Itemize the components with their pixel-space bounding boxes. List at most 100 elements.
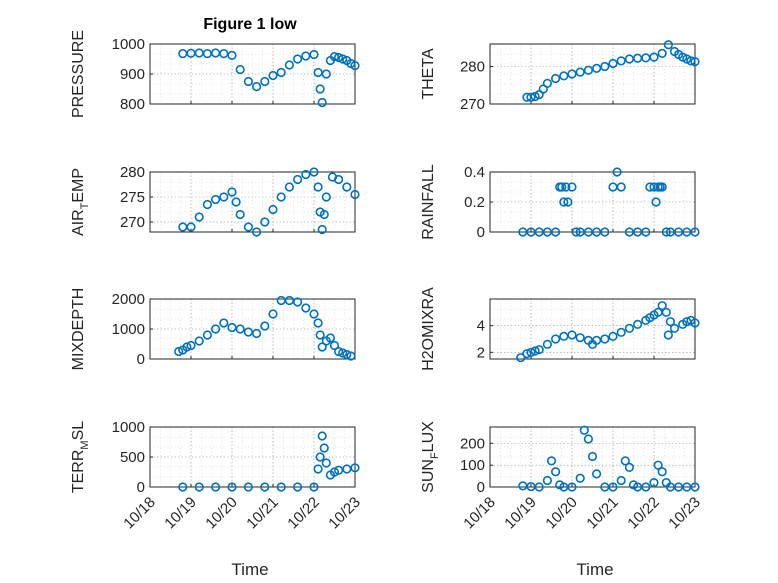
data-point bbox=[661, 227, 671, 237]
data-point bbox=[661, 307, 671, 317]
data-point bbox=[612, 167, 622, 177]
data-point bbox=[561, 182, 571, 192]
axes-box bbox=[149, 43, 356, 105]
data-point bbox=[321, 192, 331, 202]
data-point bbox=[530, 346, 540, 356]
data-point bbox=[315, 452, 325, 462]
x-tick-label: 10/22 bbox=[624, 494, 663, 533]
data-point bbox=[194, 482, 204, 492]
data-point bbox=[235, 64, 245, 75]
y-tick-label: 0 bbox=[477, 479, 485, 496]
x-tick-label: 10/23 bbox=[325, 494, 364, 533]
data-point bbox=[293, 174, 303, 185]
y-axis-label: SUNFLUX bbox=[420, 421, 441, 493]
data-point bbox=[575, 333, 585, 343]
data-point bbox=[559, 197, 569, 207]
data-point bbox=[211, 324, 221, 334]
data-point bbox=[600, 61, 610, 72]
data-point bbox=[321, 458, 331, 468]
data-point bbox=[174, 346, 184, 357]
data-point bbox=[231, 197, 241, 207]
data-point bbox=[567, 69, 577, 79]
data-point bbox=[243, 222, 253, 232]
data-point bbox=[583, 65, 594, 75]
data-point bbox=[616, 327, 626, 337]
data-point bbox=[641, 482, 651, 492]
data-point bbox=[571, 227, 581, 237]
subplot-air-temp: 270 275 280 AIRTEMP bbox=[70, 164, 360, 237]
data-point bbox=[178, 48, 188, 59]
data-point bbox=[325, 333, 336, 343]
data-point bbox=[550, 334, 561, 344]
data-point bbox=[317, 97, 327, 108]
data-point bbox=[350, 189, 360, 200]
data-point bbox=[620, 456, 630, 466]
data-point bbox=[342, 182, 352, 192]
y-tick-label: 270 bbox=[120, 214, 145, 231]
data-point bbox=[587, 451, 598, 462]
y-tick-label: 0.2 bbox=[464, 194, 485, 211]
y-tick-label: 2 bbox=[477, 344, 485, 361]
data-point bbox=[583, 434, 594, 444]
data-point bbox=[608, 482, 618, 492]
data-point bbox=[334, 346, 344, 357]
data-point bbox=[227, 187, 237, 197]
y-axis-label: PRESSURE bbox=[70, 30, 87, 118]
data-point bbox=[260, 321, 270, 331]
x-tick-label: 10/19 bbox=[161, 494, 200, 533]
x-tick-label: 10/18 bbox=[120, 494, 159, 533]
data-point bbox=[313, 464, 323, 474]
data-point bbox=[534, 345, 544, 355]
data-point bbox=[313, 182, 323, 192]
data-point bbox=[260, 217, 270, 227]
data-point bbox=[227, 322, 237, 333]
data-point bbox=[319, 209, 329, 220]
data-point bbox=[329, 51, 340, 62]
data-point bbox=[252, 328, 262, 339]
data-point bbox=[178, 482, 188, 492]
data-point bbox=[194, 336, 204, 346]
data-point bbox=[563, 197, 573, 207]
data-point bbox=[313, 67, 323, 78]
y-tick-label: 270 bbox=[460, 96, 485, 113]
data-point bbox=[313, 318, 323, 328]
data-point bbox=[690, 227, 700, 237]
data-point bbox=[663, 330, 673, 340]
data-point bbox=[534, 482, 544, 492]
y-axis-label: H2OMIXRA bbox=[420, 287, 437, 371]
data-point bbox=[276, 192, 286, 202]
y-axis-label: AIRTEMP bbox=[70, 168, 91, 236]
data-point bbox=[309, 49, 319, 60]
data-point bbox=[542, 475, 553, 486]
data-point bbox=[350, 60, 360, 71]
data-point bbox=[567, 330, 577, 340]
data-point bbox=[350, 463, 360, 473]
data-point bbox=[518, 481, 528, 491]
data-point bbox=[600, 227, 610, 237]
data-point bbox=[182, 342, 192, 352]
data-point bbox=[211, 482, 221, 492]
data-point bbox=[651, 197, 661, 207]
data-point bbox=[690, 318, 700, 328]
y-tick-label: 2000 bbox=[112, 291, 145, 308]
x-tick-label: 10/21 bbox=[243, 494, 282, 533]
data-point bbox=[522, 349, 532, 359]
data-point bbox=[686, 56, 696, 66]
x-tick-label: 10/21 bbox=[583, 494, 622, 533]
data-point bbox=[235, 324, 245, 334]
data-point bbox=[542, 339, 553, 349]
data-point bbox=[219, 48, 229, 59]
data-point bbox=[641, 53, 651, 63]
data-point bbox=[632, 319, 643, 329]
data-point bbox=[186, 340, 196, 351]
data-point bbox=[669, 323, 680, 333]
axes-box bbox=[489, 43, 696, 105]
data-point bbox=[657, 48, 667, 58]
data-point bbox=[178, 222, 188, 232]
data-point bbox=[559, 71, 569, 81]
data-point bbox=[293, 482, 303, 492]
data-point bbox=[284, 60, 295, 70]
data-point bbox=[268, 70, 278, 81]
data-point bbox=[219, 192, 229, 202]
